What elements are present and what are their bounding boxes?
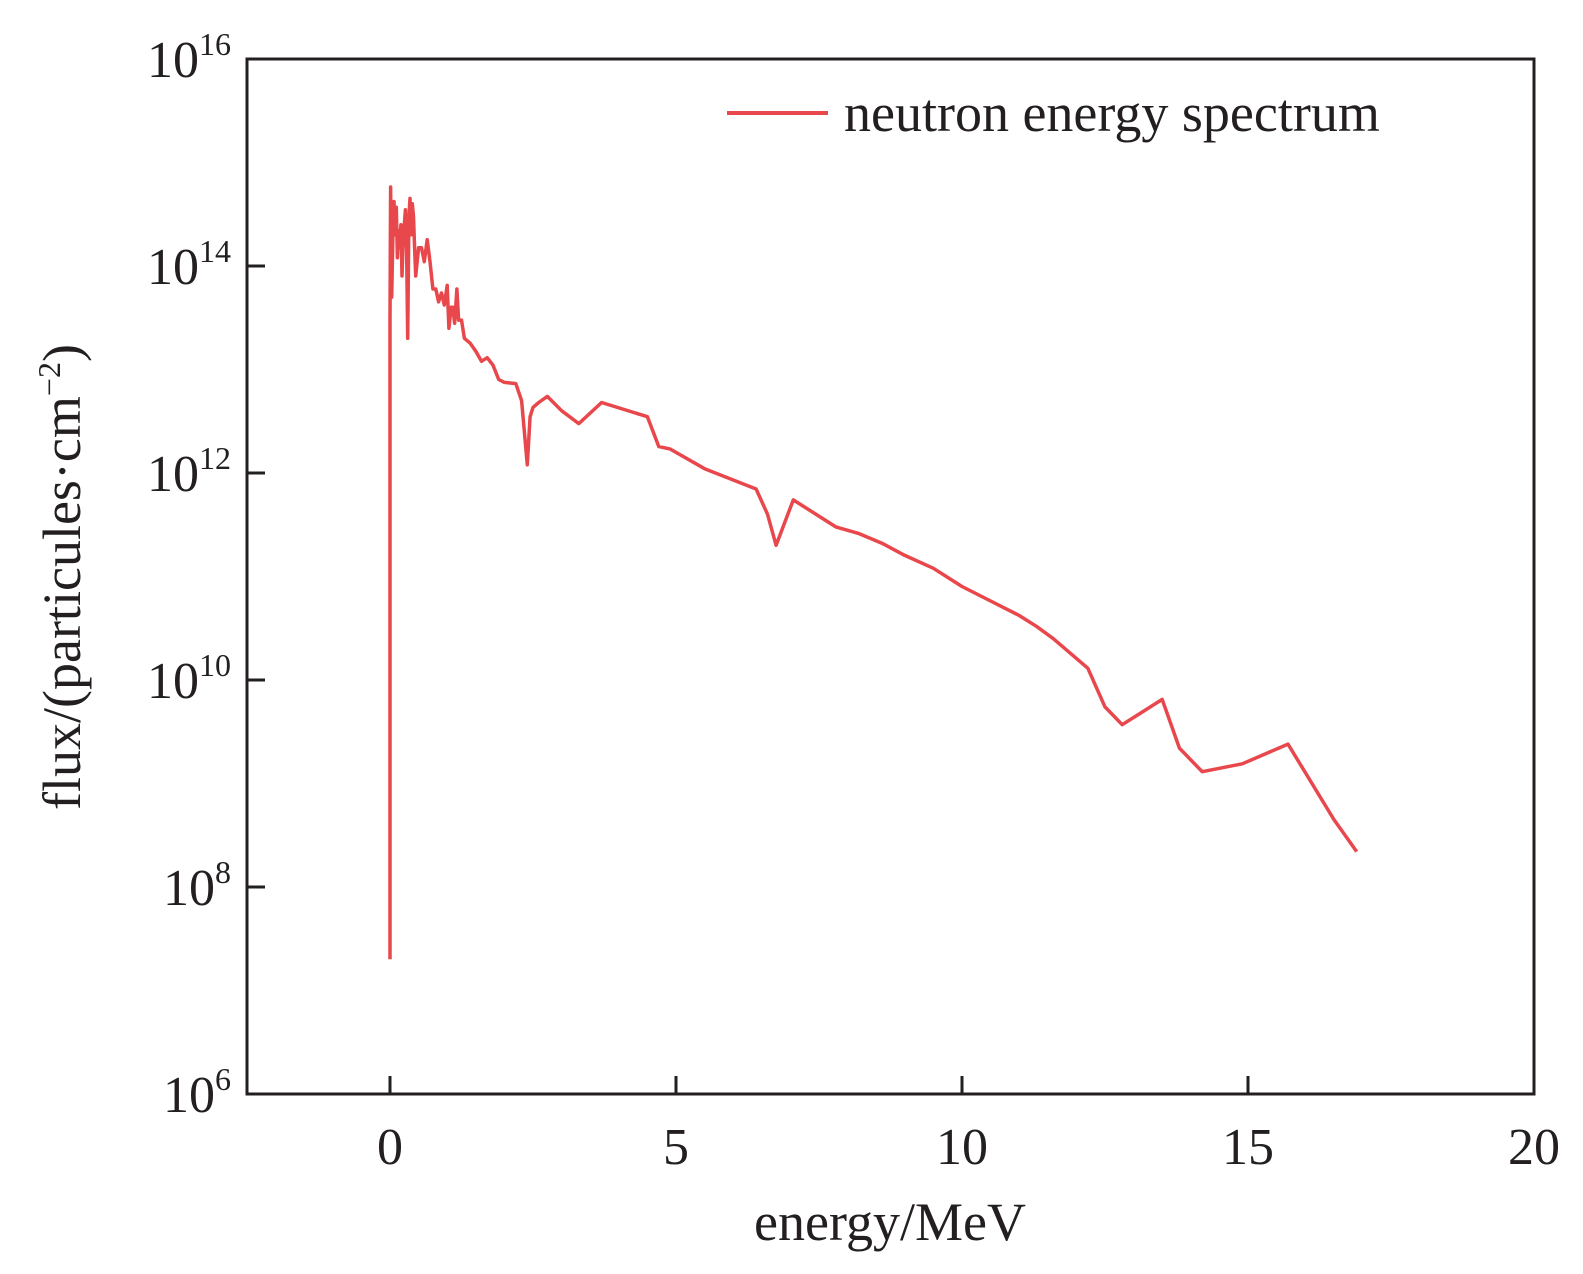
x-tick-label: 0: [377, 1119, 403, 1176]
y-axis-title-suffix: ): [32, 344, 92, 362]
y-tick-label: 108: [163, 854, 231, 917]
y-tick-label: 1016: [147, 26, 231, 89]
x-axis-title: energy/MeV: [754, 1192, 1026, 1252]
y-tick-label: 106: [163, 1061, 231, 1124]
y-axis-ticks: 106 108 1010 1012 1014 1016: [147, 26, 265, 1124]
x-tick-label: 15: [1222, 1119, 1274, 1176]
y-tick-label: 1010: [147, 647, 231, 710]
x-tick-label: 20: [1508, 1119, 1560, 1176]
plot-frame: [245, 57, 1536, 1096]
legend: neutron energy spectrum: [727, 83, 1380, 143]
series-layer: [388, 185, 1359, 960]
y-axis-title: flux/(particules·cm−2): [31, 344, 92, 810]
x-tick-label: 5: [663, 1119, 689, 1176]
legend-label: neutron energy spectrum: [844, 83, 1380, 143]
series-line: [388, 185, 1359, 960]
y-tick-label: 1014: [147, 233, 231, 296]
y-axis-title-main: flux/(particules·cm: [32, 396, 92, 810]
y-tick-label: 1012: [147, 440, 231, 503]
x-axis-ticks: 0 5 10 15 20: [377, 1076, 1560, 1176]
y-axis-title-exponent: −2: [31, 362, 67, 396]
x-tick-label: 10: [936, 1119, 988, 1176]
